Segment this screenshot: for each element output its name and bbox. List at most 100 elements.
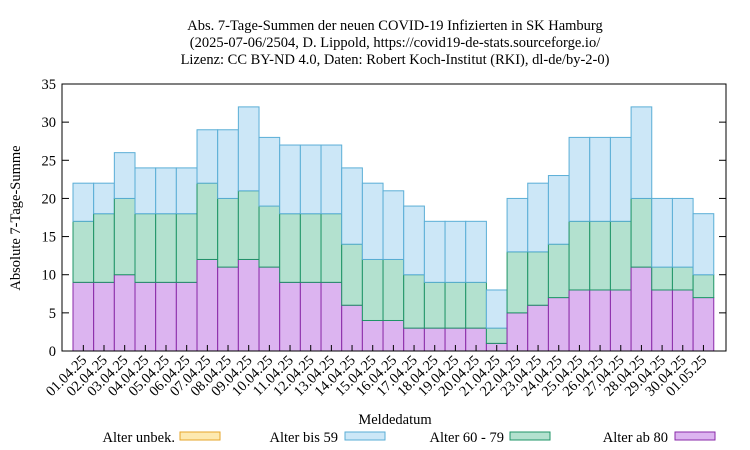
legend-swatch-2: [509, 431, 551, 441]
bar-segment-s2-12: [320, 213, 343, 283]
bar-segment-s2-25: [589, 220, 611, 291]
bar-segment-s2-18: [444, 281, 467, 329]
bar-segment-s3-10: [279, 144, 301, 215]
bar-segment-s1-28: [651, 289, 673, 352]
bar-segment-s1-2: [113, 274, 136, 352]
bar-segment-s3-9: [258, 136, 281, 207]
bar-segment-s1-27: [630, 266, 653, 352]
bar-segment-s1-26: [609, 289, 632, 352]
x-axis: 01.04.2502.04.2503.04.2504.04.2505.04.25…: [43, 345, 710, 400]
bar-segment-s2-16: [403, 274, 425, 329]
bar-segment-s1-1: [93, 281, 115, 352]
bar-segment-s2-5: [175, 213, 198, 283]
y-tick-label-6: 30: [42, 115, 57, 131]
bar-segment-s2-7: [217, 197, 239, 268]
bar-segment-s1-24: [568, 289, 591, 352]
bar-segment-s2-2: [113, 197, 136, 276]
bar-segment-s2-13: [341, 243, 363, 306]
bar-segment-s1-25: [589, 289, 611, 352]
bar-segment-s3-6: [196, 129, 219, 184]
bar-segment-s1-9: [258, 266, 281, 352]
bar-segment-s1-6: [196, 258, 219, 352]
y-tick-label-3: 15: [42, 230, 57, 246]
bar-segment-s1-29: [671, 289, 694, 352]
bar-segment-s2-0: [72, 220, 95, 283]
bar-segment-s2-22: [527, 251, 549, 306]
bar-segment-s2-4: [155, 213, 177, 283]
legend-label-1: Alter bis 59: [270, 430, 338, 446]
y-axis-label: Absolute 7-Tage-Summe: [8, 145, 24, 290]
bar-segment-s2-19: [465, 281, 487, 329]
bar-segment-s2-20: [485, 327, 508, 344]
bar-segment-s1-7: [217, 266, 239, 352]
bar-segment-s3-25: [589, 136, 611, 222]
bar-segment-s3-24: [568, 136, 591, 222]
legend-label-0: Alter unbek.: [103, 430, 175, 446]
bar-segment-s3-0: [72, 182, 95, 222]
bar-segment-s3-16: [403, 205, 425, 276]
bar-segment-s1-11: [299, 281, 322, 352]
bar-segment-s1-13: [341, 304, 363, 352]
bar-segment-s2-1: [93, 213, 115, 283]
bar-segment-s2-11: [299, 213, 322, 283]
y-tick-label-5: 25: [42, 153, 57, 169]
y-tick-label-7: 35: [42, 77, 57, 93]
bar-segment-s3-12: [320, 144, 343, 215]
plot-frame: [61, 83, 727, 352]
bar-segment-s1-0: [72, 281, 95, 352]
bar-segment-s2-28: [651, 266, 673, 291]
bar-segment-s3-21: [506, 197, 529, 253]
bar-segment-s2-17: [423, 281, 446, 329]
bar-segment-s2-10: [279, 213, 301, 283]
bar-segment-s1-8: [237, 258, 260, 352]
bar-segment-s3-15: [382, 190, 405, 260]
bar-segment-s3-18: [444, 220, 467, 283]
y-tick-label-0: 0: [49, 344, 56, 360]
bar-segment-s3-19: [465, 220, 487, 283]
bar-segment-s3-22: [527, 182, 549, 253]
legend-swatch-0: [179, 431, 221, 441]
bars-layer: [72, 106, 715, 352]
x-axis-label: Meldedatum: [358, 412, 432, 428]
bar-segment-s2-29: [671, 266, 694, 291]
bar-segment-s3-13: [341, 167, 363, 245]
bar-segment-s3-14: [361, 182, 384, 260]
chart-title: Abs. 7-Tage-Summen der neuen COVID-19 In…: [181, 18, 610, 68]
legend-swatch-3: [674, 431, 716, 441]
bar-segment-s3-11: [299, 144, 322, 215]
legend: Alter unbek. Alter bis 59 Alter 60 - 79 Alt…: [103, 430, 716, 446]
y-tick-label-4: 20: [42, 191, 57, 207]
bar-segment-s3-30: [692, 213, 715, 276]
bar-segment-s3-1: [93, 182, 115, 215]
y-axis: 0 5 10 15 20 25 30 35: [42, 77, 726, 360]
bar-segment-s3-28: [651, 197, 673, 268]
bar-segment-s3-2: [113, 152, 136, 199]
bar-segment-s2-26: [609, 220, 632, 291]
bar-segment-s3-23: [547, 175, 570, 245]
bar-segment-s3-17: [423, 220, 446, 283]
bar-segment-s3-29: [671, 197, 694, 268]
title-line-1: Abs. 7-Tage-Summen der neuen COVID-19 In…: [187, 18, 603, 34]
bar-segment-s1-30: [692, 297, 715, 352]
bar-segment-s3-4: [155, 167, 177, 215]
bar-segment-s2-14: [361, 258, 384, 321]
bar-segment-s2-27: [630, 197, 653, 268]
title-line-3: Lizenz: CC BY-ND 4.0, Daten: Robert Koch…: [181, 52, 610, 68]
bar-segment-s3-20: [485, 289, 508, 329]
bar-segment-s2-23: [547, 243, 570, 299]
bar-segment-s2-6: [196, 182, 219, 260]
legend-swatch-1: [344, 431, 386, 441]
bar-segment-s1-3: [134, 281, 157, 352]
title-line-2: (2025-07-06/2504, D. Lippold, https://co…: [190, 35, 601, 51]
legend-label-2: Alter 60 - 79: [430, 430, 505, 446]
bar-segment-s1-12: [320, 281, 343, 352]
bar-segment-s1-10: [279, 281, 301, 352]
bar-segment-s2-30: [692, 274, 715, 299]
bar-segment-s3-8: [237, 106, 260, 192]
bar-segment-s2-3: [134, 213, 157, 283]
bar-segment-s2-9: [258, 205, 281, 268]
bar-segment-s3-26: [609, 136, 632, 222]
bar-segment-s2-15: [382, 258, 405, 321]
legend-label-3: Alter ab 80: [603, 430, 668, 446]
